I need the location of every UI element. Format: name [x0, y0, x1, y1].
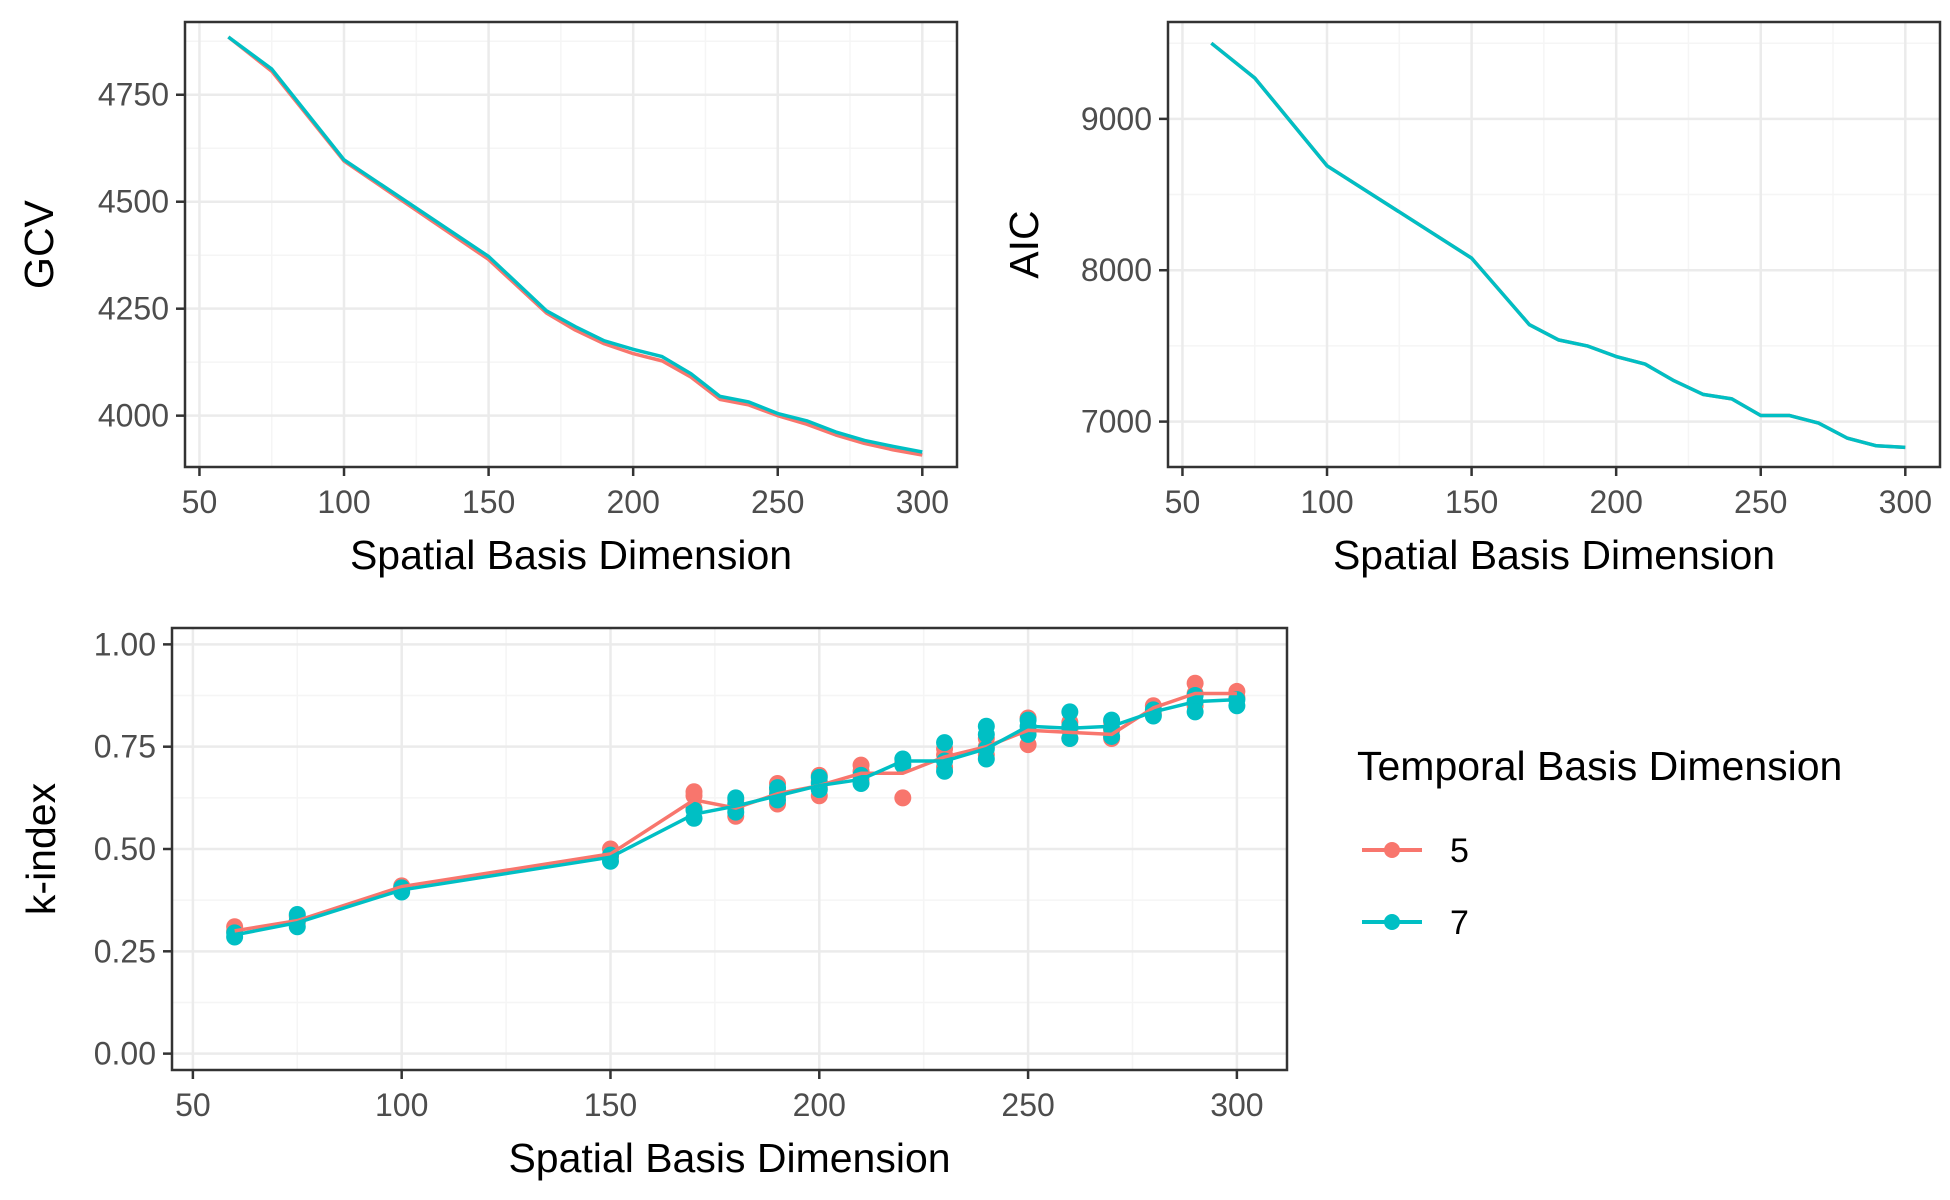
kindex-x-tick-label: 250: [1001, 1087, 1054, 1123]
gcv-y-tick-label: 4250: [98, 291, 169, 327]
kindex-line-series-7: [234, 697, 1237, 937]
kindex-point-series-5: [1186, 674, 1204, 692]
legend-title: Temporal Basis Dimension: [1357, 743, 1842, 789]
kindex-y-tick-label: 0.25: [94, 933, 156, 969]
aic-y-tick-label: 7000: [1081, 404, 1152, 440]
kindex-y-tick-label: 0.50: [94, 831, 156, 867]
aic-panel: 50 100 150 200 250 300 7000 8000 9000 Spatial Bas…: [1001, 20, 1942, 578]
gcv-x-tick-label: 100: [317, 484, 370, 520]
kindex-point-series-7: [1061, 703, 1079, 721]
legend-entry-7: 7: [1362, 904, 1469, 942]
kindex-point-series-7: [727, 789, 745, 807]
legend-label-5: 5: [1450, 832, 1469, 870]
aic-x-tick-label: 300: [1879, 484, 1932, 520]
gcv-x-tick-label: 300: [896, 484, 949, 520]
gcv-x-tick-label: 150: [462, 484, 515, 520]
aic-x-tick-label: 150: [1445, 484, 1498, 520]
gcv-panel-border: [183, 20, 959, 469]
legend: Temporal Basis Dimension 5 7: [1357, 743, 1842, 942]
k-index-panel: 50 100 150 200 250 300 0.00 0.25 0.50 0.75 1.00 Spa…: [18, 626, 1289, 1181]
aic-x-tick-label: 200: [1589, 484, 1642, 520]
aic-x-tick-label: 50: [1165, 484, 1201, 520]
kindex-x-tick-label: 200: [793, 1087, 846, 1123]
legend-key-point-5: [1384, 842, 1400, 858]
legend-label-7: 7: [1450, 904, 1469, 942]
gcv-x-tick-label: 50: [182, 484, 218, 520]
gcv-plot-background: [185, 22, 957, 467]
kindex-x-tick-label: 50: [175, 1087, 211, 1123]
aic-panel-border: [1166, 20, 1942, 469]
legend-key-point-7: [1384, 914, 1400, 930]
gcv-line-series-5: [227, 35, 923, 457]
gcv-y-axis-title: GCV: [16, 199, 62, 289]
gcv-y-tick-label: 4000: [98, 398, 169, 434]
aic-x-axis-title: Spatial Basis Dimension: [1333, 532, 1775, 578]
gcv-x-tick-label: 250: [751, 484, 804, 520]
kindex-point-series-7: [936, 734, 954, 752]
aic-x-tick-label: 100: [1300, 484, 1353, 520]
gcv-y-tick-label: 4750: [98, 77, 169, 113]
kindex-y-tick-label: 1.00: [94, 626, 156, 662]
kindex-point-series-7: [810, 768, 828, 786]
gcv-x-axis-title: Spatial Basis Dimension: [350, 532, 792, 578]
kindex-point-series-7: [977, 717, 995, 735]
kindex-y-tick-label: 0.75: [94, 729, 156, 765]
gcv-y-tick-label: 4500: [98, 184, 169, 220]
kindex-point-series-5: [894, 789, 912, 807]
kindex-line-series-5: [234, 691, 1237, 933]
kindex-y-tick-label: 0.00: [94, 1036, 156, 1072]
kindex-x-axis-title: Spatial Basis Dimension: [508, 1135, 950, 1181]
kindex-x-tick-label: 150: [584, 1087, 637, 1123]
gcv-panel: 50 100 150 200 250 300 4000 4250 4500 4750 Spatial…: [16, 20, 959, 578]
kindex-y-axis-title: k-index: [18, 782, 64, 915]
gcv-line-series-7: [227, 35, 923, 454]
aic-y-axis-title: AIC: [1001, 210, 1047, 278]
kindex-x-tick-label: 100: [375, 1087, 428, 1123]
kindex-point-series-5: [685, 783, 703, 801]
kindex-x-tick-label: 300: [1210, 1087, 1263, 1123]
aic-plot-background: [1168, 22, 1940, 467]
aic-y-tick-label: 8000: [1081, 252, 1152, 288]
legend-entry-5: 5: [1362, 832, 1469, 870]
aic-line-series-7: [1210, 41, 1906, 450]
kindex-point-series-7: [1019, 711, 1037, 729]
gcv-x-tick-label: 200: [606, 484, 659, 520]
aic-y-tick-label: 9000: [1081, 101, 1152, 137]
aic-x-tick-label: 250: [1734, 484, 1787, 520]
